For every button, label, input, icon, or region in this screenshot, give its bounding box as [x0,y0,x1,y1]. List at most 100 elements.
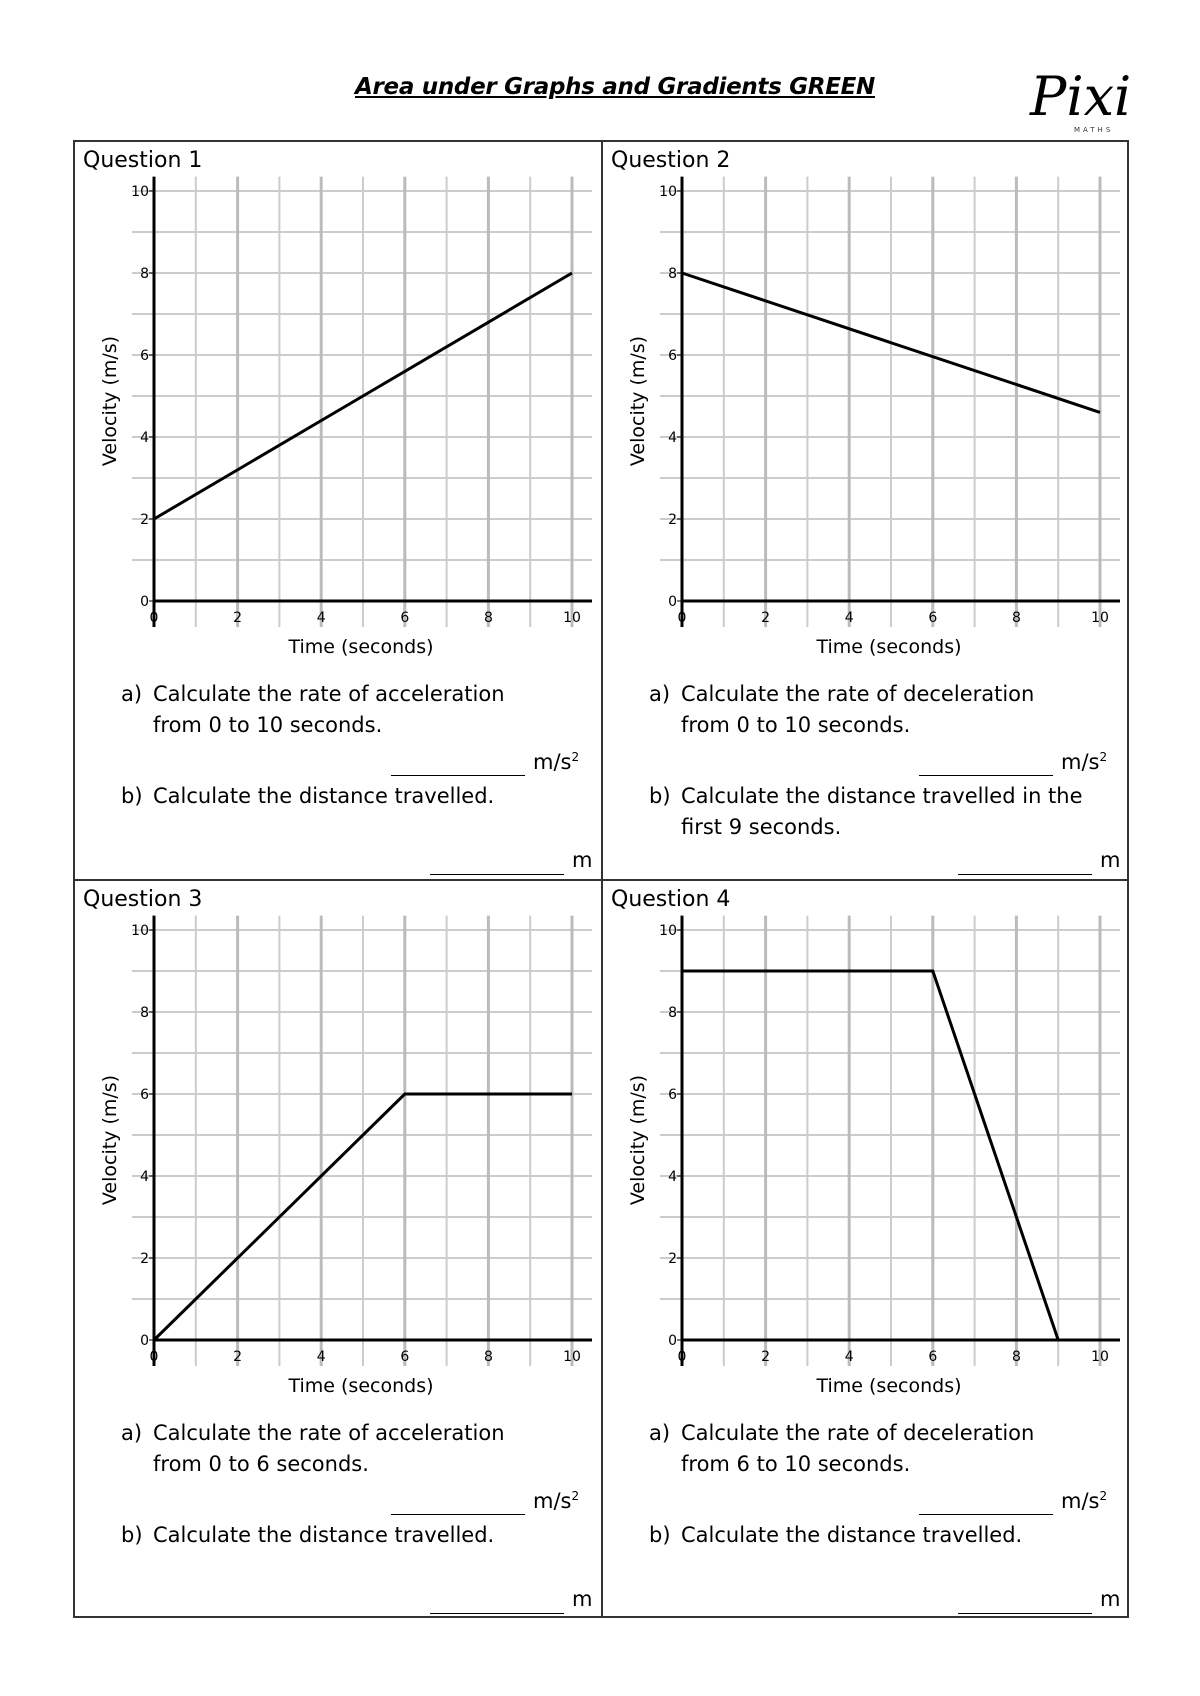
question-panel-2: Question 2 0 2 4 6 8 10 0 2 4 6 8 10 Velocity (m/s)… [603,142,1130,879]
unit-superscript: 2 [1099,1489,1108,1503]
y-tick-label: 10 [131,184,149,200]
x-axis-label: Time (seconds) [288,636,434,658]
question-label: Question 4 [611,887,731,912]
y-tick-label: 4 [140,430,149,446]
y-tick-label: 4 [140,1169,149,1185]
x-tick-label: 10 [563,610,581,626]
y-tick-label: 6 [140,1087,149,1103]
unit-text: m/s [1061,1489,1100,1513]
unit-distance: m [1100,848,1121,872]
part-a-text-line2: from 0 to 10 seconds. [153,713,383,737]
part-a-text-line1: Calculate the rate of acceleration [153,1421,505,1445]
y-tick-label: 2 [140,1251,149,1267]
x-tick-label: 2 [761,1349,770,1365]
x-tick-label: 2 [761,610,770,626]
y-axis-label: Velocity (m/s) [99,335,121,467]
x-tick-label: 6 [928,610,937,626]
part-a-text-line1: Calculate the rate of deceleration [681,682,1035,706]
x-tick-label: 0 [678,1349,687,1365]
y-axis-label: Velocity (m/s) [627,335,649,467]
x-tick-label: 4 [845,610,854,626]
question-label: Question 3 [83,887,203,912]
velocity-line [152,1092,572,1342]
question-label: Question 1 [83,148,203,173]
x-axis-label: Time (seconds) [288,1375,434,1397]
y-tick-label: 6 [140,348,149,364]
unit-superscript: 2 [571,1489,580,1503]
x-tick-label: 4 [317,1349,326,1365]
part-b-marker: b) [121,784,143,808]
part-b-text-line2: first 9 seconds. [681,815,842,839]
answer-line-a[interactable] [391,775,525,776]
x-tick-label: 8 [484,1349,493,1365]
y-tick-label: 4 [668,1169,677,1185]
x-tick-label: 2 [233,1349,242,1365]
part-b-marker: b) [649,784,671,808]
part-b-text-line1: Calculate the distance travelled in the [681,784,1083,808]
part-a-text-line2: from 6 to 10 seconds. [681,1452,911,1476]
unit-superscript: 2 [571,750,580,764]
x-tick-label: 6 [928,1349,937,1365]
velocity-line [681,271,1101,414]
answer-line-b[interactable] [430,874,564,875]
y-tick-label: 2 [668,1251,677,1267]
y-tick-label: 8 [668,266,677,282]
horizontal-divider [75,879,1127,881]
part-b-marker: b) [649,1523,671,1547]
velocity-line [153,271,573,521]
answer-line-a[interactable] [391,1514,525,1515]
part-a-text-line2: from 0 to 10 seconds. [681,713,911,737]
y-axis-label: Velocity (m/s) [99,1074,121,1206]
velocity-time-graph: 0 2 4 6 8 10 0 2 4 6 8 10 [659,176,1120,627]
x-tick-label: 0 [678,610,687,626]
x-axis-label: Time (seconds) [816,636,962,658]
answer-line-b[interactable] [430,1613,564,1614]
y-tick-label: 10 [131,923,149,939]
unit-superscript: 2 [1099,750,1108,764]
part-a-marker: a) [649,1421,671,1445]
y-tick-label: 0 [668,594,677,610]
y-tick-label: 10 [659,184,677,200]
x-tick-label: 10 [1091,1349,1109,1365]
velocity-time-graph: 0 2 4 6 8 10 0 2 4 6 8 10 [131,176,592,627]
part-a-text-line2: from 0 to 6 seconds. [153,1452,369,1476]
answer-line-b[interactable] [958,874,1092,875]
y-tick-label: 8 [668,1005,677,1021]
x-tick-label: 4 [845,1349,854,1365]
x-tick-label: 8 [1012,610,1021,626]
answer-line-a[interactable] [919,1514,1053,1515]
x-tick-label: 4 [317,610,326,626]
unit-acceleration: m/s2 [533,750,579,774]
unit-distance: m [572,1587,593,1611]
part-b-text-line1: Calculate the distance travelled. [153,1523,495,1547]
answer-line-b[interactable] [958,1613,1092,1614]
part-a-marker: a) [649,682,671,706]
unit-distance: m [1100,1587,1121,1611]
y-tick-label: 8 [140,266,149,282]
question-panel-3: Question 3 0 2 4 6 8 10 0 2 4 6 8 10 Velocity (m/s)… [75,881,602,1618]
part-a-text-line1: Calculate the rate of deceleration [681,1421,1035,1445]
answer-line-a[interactable] [919,775,1053,776]
unit-text: m/s [1061,750,1100,774]
unit-distance: m [572,848,593,872]
part-b-text-line1: Calculate the distance travelled. [681,1523,1023,1547]
y-tick-label: 6 [668,348,677,364]
y-tick-label: 4 [668,430,677,446]
velocity-time-graph: 0 2 4 6 8 10 0 2 4 6 8 10 [131,915,592,1366]
x-tick-label: 10 [563,1349,581,1365]
logo-subtext: MATHS [1074,126,1114,134]
question-panel-4: Question 4 0 2 4 6 8 10 0 2 4 6 8 10 Velocity (m/s)… [603,881,1130,1618]
part-a-marker: a) [121,682,143,706]
pixi-logo: Pixi MATHS [1030,65,1131,136]
unit-text: m/s [533,750,572,774]
x-tick-label: 0 [150,1349,159,1365]
x-axis-label: Time (seconds) [816,1375,962,1397]
x-tick-label: 6 [400,1349,409,1365]
x-tick-label: 0 [150,610,159,626]
worksheet-title: Area under Graphs and Gradients GREEN [355,74,875,100]
y-tick-label: 2 [668,512,677,528]
part-a-marker: a) [121,1421,143,1445]
part-a-text-line1: Calculate the rate of acceleration [153,682,505,706]
y-tick-label: 2 [140,512,149,528]
x-tick-label: 10 [1091,610,1109,626]
